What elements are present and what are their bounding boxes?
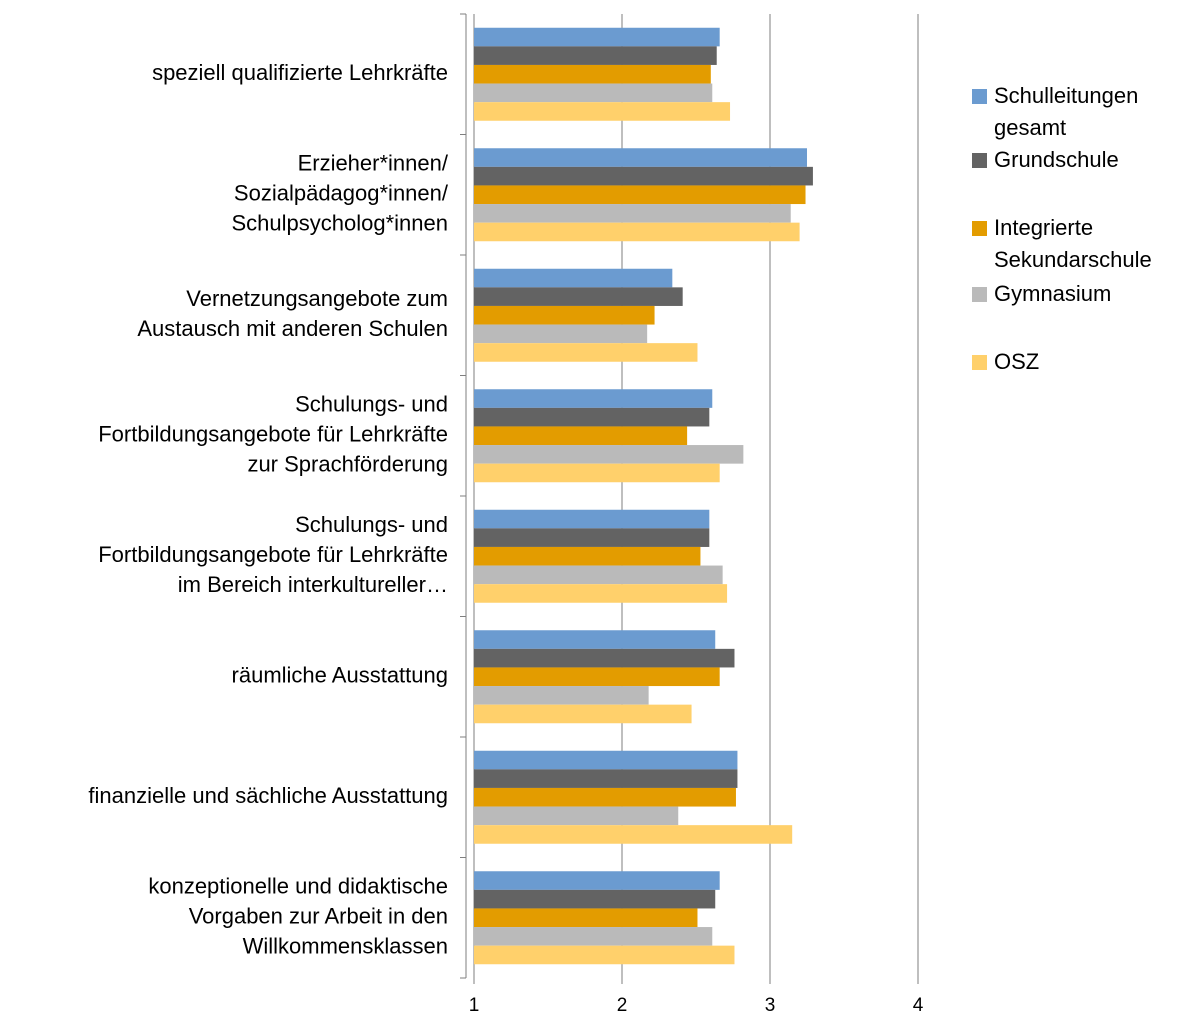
legend-swatch xyxy=(972,89,987,104)
category-label: konzeptionelle und didaktische xyxy=(148,874,448,899)
bar xyxy=(474,166,813,186)
bar xyxy=(474,686,649,705)
bar xyxy=(474,806,679,826)
bar xyxy=(474,287,683,306)
bar xyxy=(474,750,738,770)
bar xyxy=(474,426,688,446)
bar xyxy=(474,927,713,946)
legend-swatch xyxy=(972,153,987,168)
category-label: Willkommensklassen xyxy=(243,934,448,959)
category-label: finanzielle und sächliche Ausstattung xyxy=(88,783,448,808)
x-tick-label: 2 xyxy=(617,995,628,1016)
bar xyxy=(474,83,713,103)
bar xyxy=(474,64,711,84)
bar xyxy=(474,407,710,427)
category-label: zur Sprachförderung xyxy=(247,452,448,477)
bar xyxy=(474,148,807,167)
x-tick-label: 1 xyxy=(469,995,480,1016)
legend-label: Grundschule xyxy=(994,147,1119,172)
bar xyxy=(474,102,731,121)
category-label: Schulpsycholog*innen xyxy=(232,211,449,236)
bar xyxy=(474,546,701,566)
bar xyxy=(474,769,738,788)
bar xyxy=(474,204,791,223)
legend-item: Gymnasium xyxy=(972,278,1182,310)
category-label: Schulungs- und xyxy=(295,392,448,417)
bar xyxy=(474,27,720,47)
legend-item: Schulleitungen gesamt xyxy=(972,80,1182,144)
bar xyxy=(474,528,710,547)
bar xyxy=(474,889,716,909)
category-label: speziell qualifizierte Lehrkräfte xyxy=(152,60,448,85)
category-label: Vorgaben zur Arbeit in den xyxy=(189,904,448,929)
bar xyxy=(474,630,716,649)
category-label: Erzieher*innen/ xyxy=(298,151,449,176)
legend-swatch xyxy=(972,355,987,370)
bar xyxy=(474,945,735,965)
category-label: Vernetzungsangebote zum xyxy=(186,286,448,311)
legend-item: Grundschule xyxy=(972,144,1182,176)
legend-swatch xyxy=(972,221,987,236)
bar xyxy=(474,389,713,408)
bar xyxy=(474,222,800,242)
legend-swatch xyxy=(972,287,987,302)
bar xyxy=(474,648,735,668)
bar xyxy=(474,509,710,529)
legend-item: Integrierte Sekundarschule xyxy=(972,212,1182,276)
bar xyxy=(474,565,723,585)
category-label: Schulungs- und xyxy=(295,512,448,537)
legend-label: Integrierte Sekundarschule xyxy=(994,215,1152,272)
bar xyxy=(474,324,648,344)
legend-label: Schulleitungen gesamt xyxy=(994,83,1139,140)
category-label: Sozialpädagog*innen/ xyxy=(234,181,449,206)
bar xyxy=(474,667,720,687)
legend-label: OSZ xyxy=(994,349,1040,374)
bar xyxy=(474,445,744,464)
legend-label: Gymnasium xyxy=(994,281,1112,306)
category-label: räumliche Ausstattung xyxy=(232,663,448,688)
bar xyxy=(474,704,692,724)
category-label: Fortbildungsangebote für Lehrkräfte xyxy=(98,542,448,567)
bar xyxy=(474,305,655,325)
category-label: Fortbildungsangebote für Lehrkräfte xyxy=(98,422,448,447)
bar xyxy=(474,825,793,844)
legend-item: OSZ xyxy=(972,346,1182,378)
bar xyxy=(474,343,698,362)
bar xyxy=(474,46,717,65)
bar xyxy=(474,268,673,288)
bar xyxy=(474,584,728,603)
bar xyxy=(474,871,720,890)
category-label: Austausch mit anderen Schulen xyxy=(137,316,448,341)
bar xyxy=(474,908,698,928)
x-tick-label: 4 xyxy=(913,995,924,1016)
bar xyxy=(474,463,720,483)
bar xyxy=(474,787,736,807)
bar xyxy=(474,185,806,205)
x-tick-label: 3 xyxy=(765,995,776,1016)
category-label: im Bereich interkultureller… xyxy=(178,572,448,597)
